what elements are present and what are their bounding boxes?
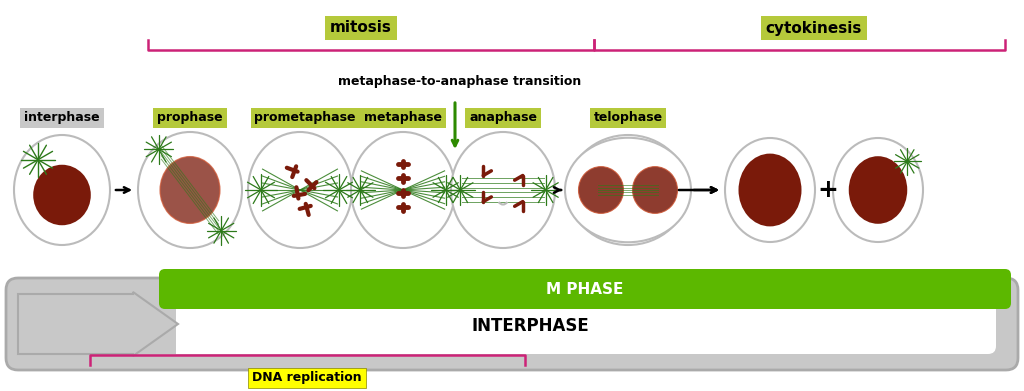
Text: +: +	[817, 178, 839, 202]
Ellipse shape	[849, 156, 907, 224]
Ellipse shape	[833, 138, 923, 242]
FancyBboxPatch shape	[28, 294, 996, 354]
FancyArrow shape	[18, 292, 178, 356]
Ellipse shape	[160, 157, 220, 223]
Ellipse shape	[725, 138, 815, 242]
Ellipse shape	[33, 165, 91, 225]
Text: anaphase: anaphase	[469, 111, 537, 124]
Text: metaphase-to-anaphase transition: metaphase-to-anaphase transition	[338, 75, 582, 88]
Ellipse shape	[138, 132, 242, 248]
Ellipse shape	[351, 132, 455, 248]
Text: cytokinesis: cytokinesis	[766, 20, 862, 36]
Text: interphase: interphase	[25, 111, 99, 124]
Ellipse shape	[738, 154, 802, 226]
Text: mitosis: mitosis	[330, 20, 392, 36]
Text: INTERPHASE: INTERPHASE	[471, 317, 589, 335]
FancyBboxPatch shape	[159, 269, 1011, 309]
Ellipse shape	[633, 167, 678, 213]
Ellipse shape	[248, 132, 352, 248]
Ellipse shape	[14, 135, 110, 245]
FancyBboxPatch shape	[15, 291, 176, 357]
Text: prometaphase: prometaphase	[254, 111, 355, 124]
Text: DNA replication: DNA replication	[252, 371, 361, 384]
Ellipse shape	[451, 132, 555, 248]
FancyBboxPatch shape	[6, 278, 1018, 370]
Ellipse shape	[568, 135, 688, 245]
Text: telophase: telophase	[594, 111, 663, 124]
Text: prophase: prophase	[158, 111, 223, 124]
Ellipse shape	[565, 138, 691, 242]
Ellipse shape	[579, 167, 624, 213]
Text: metaphase: metaphase	[364, 111, 442, 124]
Text: M PHASE: M PHASE	[547, 282, 624, 296]
